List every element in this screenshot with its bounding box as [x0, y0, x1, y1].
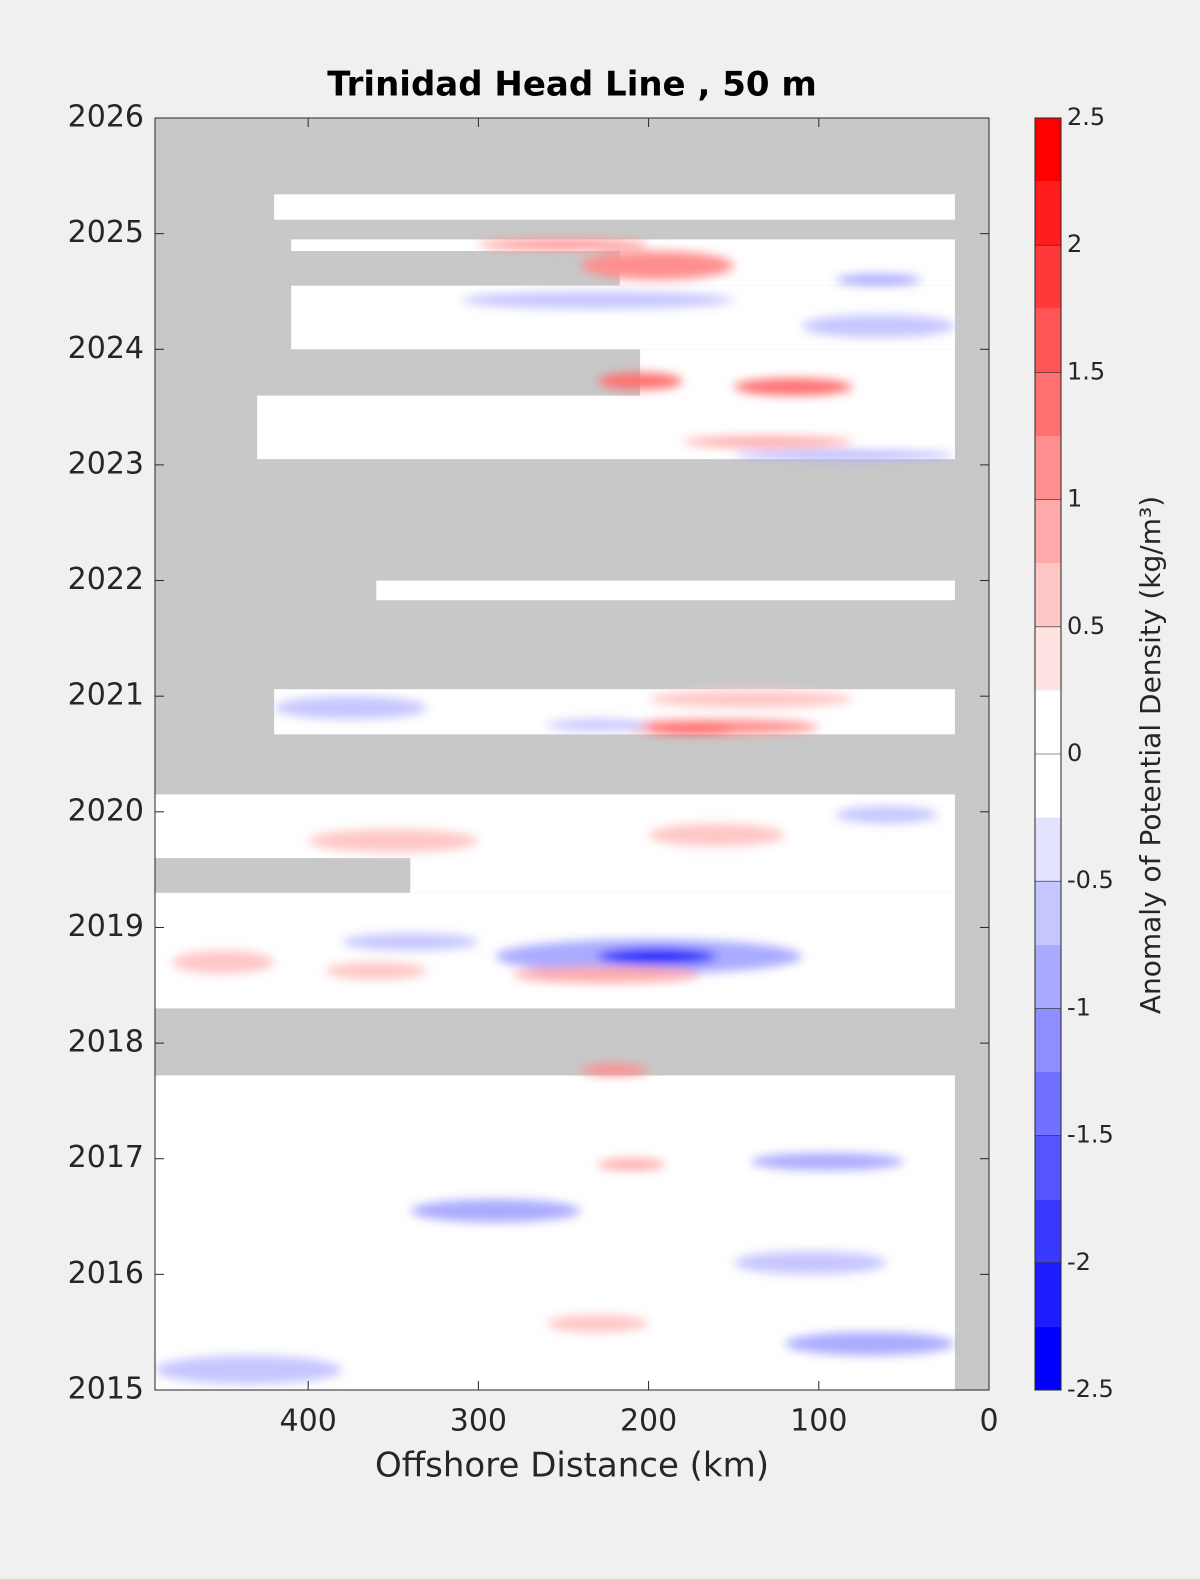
colorbar-band	[1035, 1199, 1061, 1263]
anomaly	[410, 1199, 581, 1223]
anomaly	[733, 1251, 887, 1275]
anomaly	[801, 314, 955, 338]
colorbar-tick-label: -1.5	[1067, 1121, 1114, 1149]
anomaly	[512, 966, 700, 983]
y-tick-label: 2015	[68, 1372, 144, 1407]
colorbar-tick-label: 2.5	[1067, 103, 1105, 131]
anomaly-layer	[155, 239, 955, 1385]
anomaly	[648, 726, 734, 735]
anomaly	[733, 451, 955, 460]
anomaly	[784, 1332, 955, 1356]
field	[155, 194, 955, 1390]
x-tick-label: 100	[790, 1404, 847, 1439]
colorbar-band	[1035, 563, 1061, 627]
colorbar-label: Anomaly of Potential Density (kg/m³)	[1134, 496, 1167, 1014]
colorbar-band	[1035, 1072, 1061, 1136]
colorbar-tick-label: 0	[1067, 739, 1082, 767]
x-axis-label: Offshore Distance (km)	[375, 1446, 769, 1486]
anomaly	[750, 1152, 904, 1171]
x-tick-label: 0	[979, 1404, 998, 1439]
sampled-region	[274, 194, 955, 220]
colorbar-band	[1035, 1326, 1061, 1390]
colorbar-band	[1035, 499, 1061, 564]
plot-frame	[154, 117, 990, 1391]
anomaly	[325, 962, 428, 980]
anomaly	[733, 378, 853, 396]
colorbar-band	[1035, 817, 1061, 882]
y-tick-label: 2023	[68, 446, 144, 481]
y-tick-label: 2016	[68, 1256, 144, 1291]
anomaly	[308, 829, 479, 853]
y-tick-label: 2025	[68, 215, 144, 250]
anomaly	[835, 806, 938, 824]
anomaly	[648, 690, 853, 708]
colorbar-band	[1035, 245, 1061, 309]
anomaly	[580, 1063, 649, 1076]
colorbar-band	[1035, 1262, 1061, 1327]
colorbar-tick-label: 0.5	[1067, 612, 1105, 640]
colorbar-band	[1035, 881, 1061, 945]
colorbar-band	[1035, 626, 1061, 691]
colorbar-band	[1035, 118, 1061, 182]
anomaly	[461, 291, 734, 309]
y-tick-label: 2021	[68, 678, 144, 713]
x-tick-label: 400	[280, 1404, 337, 1439]
colorbar-band	[1035, 1008, 1061, 1072]
anomaly	[597, 948, 717, 965]
colorbar-band	[1035, 690, 1061, 754]
sampled-region	[376, 580, 955, 601]
anomaly	[546, 719, 649, 731]
colorbar-band	[1035, 181, 1061, 246]
y-tick-label: 2017	[68, 1140, 144, 1175]
anomaly	[580, 250, 734, 280]
colorbar-band	[1035, 754, 1061, 818]
anomaly	[835, 274, 921, 286]
colorbar-tick-label: 1	[1067, 485, 1082, 513]
sampled-region	[257, 395, 955, 460]
colorbar-band	[1035, 1135, 1061, 1200]
colorbar-tick-label: -0.5	[1067, 866, 1114, 894]
anomaly	[172, 950, 275, 974]
chart-title: Trinidad Head Line , 50 m	[327, 65, 817, 105]
y-tick-label: 2020	[68, 793, 144, 828]
anomaly	[274, 696, 428, 720]
x-tick-label: 200	[620, 1404, 677, 1439]
y-tick-label: 2026	[68, 100, 144, 135]
anomaly	[648, 823, 785, 847]
colorbar-tick-label: -2	[1067, 1248, 1091, 1276]
x-tick-label: 300	[450, 1404, 507, 1439]
anomaly	[682, 436, 853, 448]
colorbar-tick-label: 2	[1067, 230, 1082, 258]
colorbar-band	[1035, 436, 1061, 500]
colorbar-band	[1035, 372, 1061, 436]
anomaly	[597, 1158, 666, 1171]
anomaly	[342, 933, 479, 951]
colorbar-tick-label: -2.5	[1067, 1375, 1114, 1403]
colorbar-tick-label: 1.5	[1067, 357, 1105, 385]
anomaly	[155, 1355, 343, 1385]
colorbar-tick-label: -1	[1067, 993, 1091, 1021]
anomaly	[546, 1314, 649, 1333]
colorbar-band	[1035, 944, 1061, 1009]
sampled-region	[155, 794, 955, 859]
colorbar-band	[1035, 308, 1061, 373]
y-tick-label: 2018	[68, 1025, 144, 1060]
anomaly	[478, 239, 649, 250]
sampled-region	[410, 858, 955, 893]
anomaly	[597, 372, 683, 390]
y-tick-label: 2019	[68, 909, 144, 944]
y-tick-label: 2022	[68, 562, 144, 597]
y-tick-label: 2024	[68, 331, 144, 366]
